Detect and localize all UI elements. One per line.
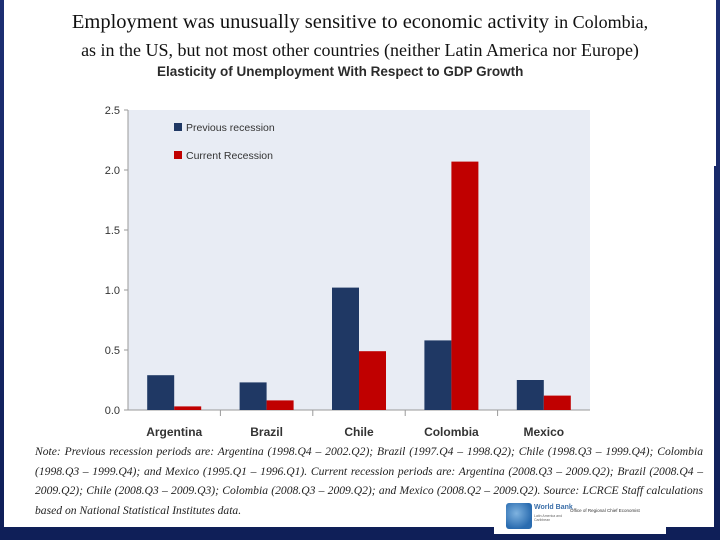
slide-headline: Employment was unusually sensitive to ec…: [4, 8, 716, 64]
x-tick-label: Chile: [344, 425, 374, 439]
y-tick-label: 2.5: [105, 105, 120, 117]
bar-previous-recession-chile: [332, 287, 359, 410]
bar-previous-recession-argentina: [147, 375, 175, 410]
legend-swatch: [174, 123, 182, 131]
headline-part1: Employment was unusually sensitive to ec…: [71, 11, 555, 33]
legend-swatch: [174, 151, 182, 159]
bar-current-recession-brazil: [266, 400, 294, 410]
legend-label: Current Recession: [186, 150, 273, 162]
world-bank-logo: World Bank Latin America and Caribbean O…: [494, 500, 666, 534]
bar-current-recession-colombia: [451, 161, 479, 410]
logo-subtitle: Latin America and Caribbean: [534, 514, 563, 522]
chart-title: Elasticity of Unemployment With Respect …: [157, 64, 524, 79]
bar-previous-recession-brazil: [239, 382, 267, 410]
slide-top: Employment was unusually sensitive to ec…: [4, 0, 716, 166]
logo-wordmark: World Bank: [534, 504, 573, 511]
y-tick-label: 1.0: [105, 285, 120, 297]
x-tick-label: Brazil: [250, 425, 283, 439]
y-tick-label: 1.5: [105, 225, 120, 237]
chart-note: Note: Previous recession periods are: Ar…: [35, 445, 703, 517]
bar-current-recession-argentina: [174, 406, 202, 410]
y-tick-label: 0.5: [105, 345, 120, 357]
legend-label: Previous recession: [186, 122, 275, 134]
logo-office: Office of Regional Chief Economist: [570, 508, 640, 513]
bar-current-recession-chile: [359, 351, 386, 410]
bar-previous-recession-mexico: [516, 380, 544, 410]
x-tick-label: Mexico: [523, 425, 564, 439]
y-tick-label: 2.0: [105, 165, 120, 177]
x-tick-label: Colombia: [424, 425, 479, 439]
headline-part2: in Colombia,: [554, 12, 649, 32]
x-tick-label: Argentina: [146, 425, 202, 439]
headline-line2: as in the US, but not most other countri…: [81, 40, 639, 60]
globe-icon: [506, 503, 532, 529]
bar-previous-recession-colombia: [424, 340, 452, 410]
bar-current-recession-mexico: [543, 395, 571, 410]
y-tick-label: 0.0: [105, 405, 120, 417]
